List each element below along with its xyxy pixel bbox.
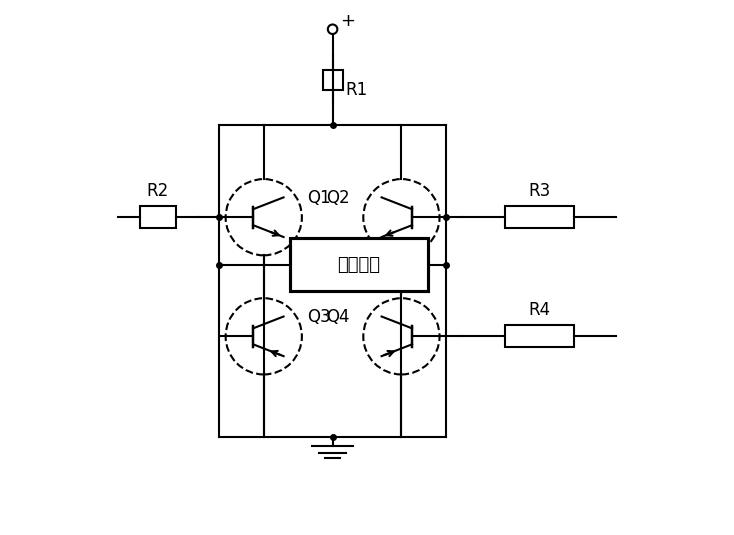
Bar bbox=[322, 70, 343, 89]
Text: Q4: Q4 bbox=[326, 308, 349, 326]
Text: R3: R3 bbox=[528, 182, 550, 200]
Text: Q1: Q1 bbox=[307, 189, 331, 207]
Text: 电控气泵: 电控气泵 bbox=[338, 256, 380, 274]
Text: Q2: Q2 bbox=[326, 189, 350, 207]
Bar bbox=[504, 206, 573, 228]
Text: R1: R1 bbox=[346, 81, 368, 99]
Text: Q3: Q3 bbox=[307, 308, 331, 326]
Bar bbox=[140, 206, 175, 228]
Bar bbox=[290, 239, 428, 292]
Text: R2: R2 bbox=[147, 182, 169, 200]
Bar bbox=[504, 325, 573, 347]
Text: R4: R4 bbox=[528, 301, 550, 319]
Text: +: + bbox=[341, 12, 355, 30]
